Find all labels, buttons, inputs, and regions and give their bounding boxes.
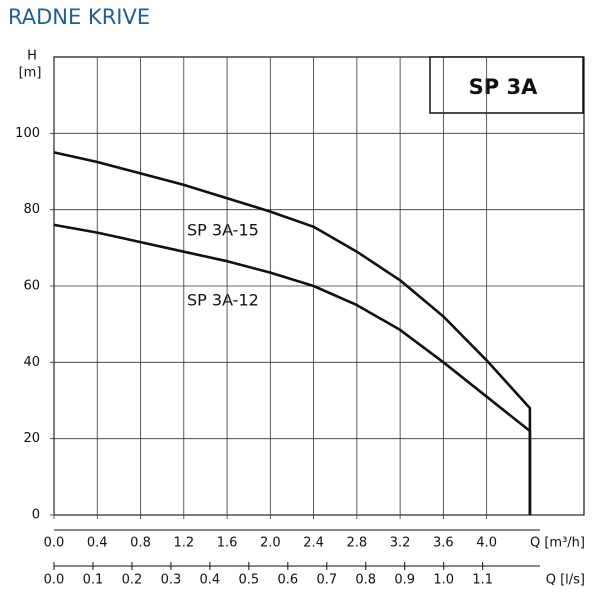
- model-box: [429, 56, 584, 114]
- x-tick-label: 0.0: [44, 536, 65, 551]
- series-label: SP 3A-15: [187, 221, 259, 240]
- x2-tick-label: 0.7: [316, 573, 337, 588]
- x-tick-label: 0.8: [130, 536, 151, 551]
- x-tick-label: 3.6: [433, 536, 454, 551]
- x-tick-label: 2.4: [303, 536, 324, 551]
- x-tick-label: 0.4: [87, 536, 108, 551]
- x-tick-label: 2.8: [347, 536, 368, 551]
- y-tick-label: 40: [23, 355, 40, 370]
- x-axis-label: Q [m³/h]: [530, 536, 585, 551]
- x2-tick-label: 0.3: [161, 573, 182, 588]
- y-tick-label: 100: [15, 126, 40, 141]
- x-tick-label: 2.0: [260, 536, 281, 551]
- x2-tick-label: 0.2: [122, 573, 143, 588]
- curve: [53, 151, 532, 515]
- y-axis-unit: [m]: [19, 66, 42, 81]
- x2-tick-label: 0.0: [44, 573, 65, 588]
- y-tick-label: 0: [32, 508, 40, 523]
- x2-tick-label: 0.6: [277, 573, 298, 588]
- x-tick-label: 1.2: [173, 536, 194, 551]
- x2-tick-label: 0.9: [394, 573, 415, 588]
- x2-tick-label: 0.5: [239, 573, 260, 588]
- x-tick-label: 3.2: [390, 536, 411, 551]
- x-tick-label: 1.6: [217, 536, 238, 551]
- y-tick-label: 60: [23, 279, 40, 294]
- y-tick-label: 80: [23, 202, 40, 217]
- x2-tick-label: 0.4: [200, 573, 221, 588]
- x-tick-label: 4.0: [476, 536, 497, 551]
- x2-tick-label: 1.1: [472, 573, 493, 588]
- x2-axis-label: Q [l/s]: [546, 573, 585, 588]
- x2-tick-label: 1.0: [433, 573, 454, 588]
- x2-tick-label: 0.8: [355, 573, 376, 588]
- curve: [53, 223, 532, 515]
- model-label: SP 3A: [469, 75, 538, 99]
- y-axis-label: H: [27, 49, 37, 64]
- y-tick-label: 20: [23, 431, 40, 446]
- series-label: SP 3A-12: [187, 291, 259, 310]
- x2-tick-label: 0.1: [83, 573, 104, 588]
- chart-title: RADNE KRIVE: [8, 5, 150, 29]
